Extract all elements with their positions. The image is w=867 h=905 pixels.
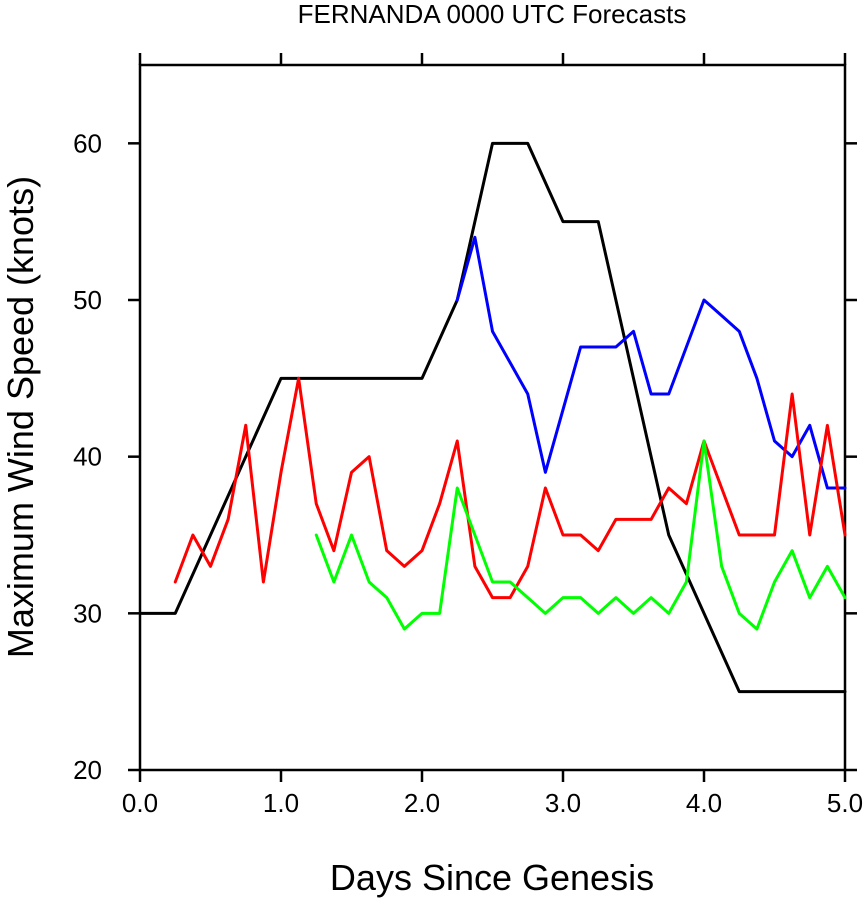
y-tick-label: 40 xyxy=(73,442,102,472)
y-tick-label: 30 xyxy=(73,598,102,628)
tick-layer: 0.0 1.0 2.0 3.0 4.0 5.0 20 30 40 50 60 xyxy=(73,53,863,818)
x-tick-label: 0.0 xyxy=(122,788,158,818)
y-tick-label: 60 xyxy=(73,128,102,158)
series-line-blue xyxy=(455,235,847,490)
x-tick-label: 2.0 xyxy=(404,788,440,818)
x-axis-label: Days Since Genesis xyxy=(330,857,654,898)
x-tick-label: 4.0 xyxy=(686,788,722,818)
x-tick-label: 1.0 xyxy=(263,788,299,818)
y-tick-label: 20 xyxy=(73,755,102,785)
series-layer xyxy=(138,141,847,694)
x-tick-label: 3.0 xyxy=(545,788,581,818)
y-axis-label: Maximum Wind Speed (knots) xyxy=(0,176,41,658)
y-tick-label: 50 xyxy=(73,285,102,315)
series-line-black xyxy=(138,141,847,694)
x-tick-label: 5.0 xyxy=(827,788,863,818)
series-line-red xyxy=(173,376,847,600)
chart-title: FERNANDA 0000 UTC Forecasts xyxy=(298,0,687,29)
plot-frame xyxy=(138,63,847,772)
series-line-green xyxy=(314,439,847,631)
